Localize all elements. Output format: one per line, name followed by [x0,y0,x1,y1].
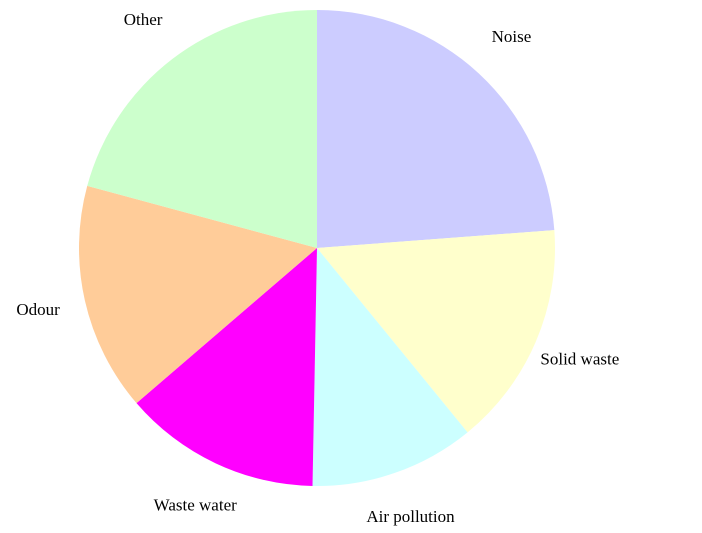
pie-slice [78,185,317,404]
pie-slice [317,10,555,248]
pie-slice [317,230,555,433]
slice-label: Noise [492,27,532,46]
slice-label: Air pollution [366,507,455,526]
slice-label: Odour [16,300,60,319]
slice-label: Solid waste [540,350,619,369]
slice-label: Waste water [154,496,237,515]
pie-slice [312,248,468,487]
pie-slice [87,10,317,248]
pie-slice [136,248,317,486]
slice-label: Other [124,10,163,29]
